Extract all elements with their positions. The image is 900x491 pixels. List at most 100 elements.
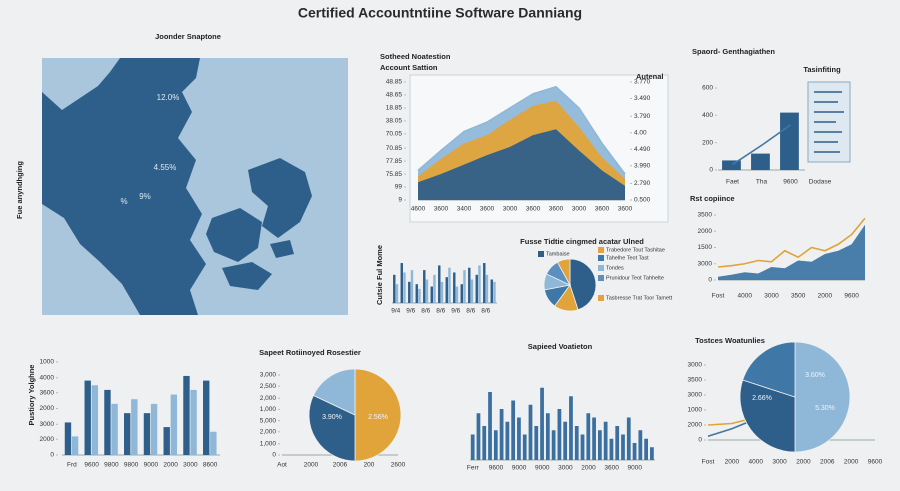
- legend-label: Tambaise: [546, 251, 570, 257]
- y-tick-label: 1000: [688, 407, 703, 414]
- bar: [569, 396, 573, 460]
- bar: [448, 267, 451, 303]
- x-tick-label: 3600: [549, 206, 564, 213]
- y2-tick-label: 3.770: [634, 79, 651, 86]
- bar: [64, 422, 72, 455]
- bar: [418, 288, 421, 303]
- y2-tick-label: 3.990: [634, 162, 651, 169]
- bar: [453, 272, 456, 303]
- x-tick-label: 2000: [725, 459, 740, 466]
- x-tick-label: 9600: [783, 179, 798, 186]
- x-tick-label: 2000: [818, 293, 833, 300]
- x-tick-label: 9000: [144, 462, 159, 469]
- x-tick-label: 2006: [820, 459, 835, 466]
- x-tick-label: 3600: [618, 206, 633, 213]
- chart-title: Sapeet Rotiinoyed Rosestier: [259, 348, 361, 357]
- legend-label: Tasbresse Trat Toor Tamett: [606, 295, 673, 301]
- y-tick-label: 3000: [688, 362, 703, 369]
- y-tick-label: 3500: [688, 377, 703, 384]
- bar: [438, 265, 441, 303]
- y-tick-label: 1500: [698, 244, 713, 251]
- x-tick-label: 3000: [558, 465, 573, 472]
- y-tick-label: 2,500: [260, 383, 277, 390]
- y-tick-label: 77.85: [386, 158, 403, 165]
- x-tick-label: 3000: [503, 206, 518, 213]
- x-tick-label: 3400: [457, 206, 472, 213]
- line: [417, 85, 626, 175]
- legend-label: Tahelhe Teot Tast: [606, 255, 649, 261]
- y-tick-label: 70.05: [386, 131, 403, 138]
- bar: [592, 417, 596, 460]
- bar: [433, 274, 436, 303]
- y-tick-label: 0: [708, 277, 712, 284]
- bar: [722, 160, 741, 170]
- x-tick-label: 200: [364, 462, 375, 469]
- x-tick-label: 9/6: [406, 308, 415, 315]
- bar: [470, 434, 475, 460]
- map-island: [206, 208, 262, 262]
- y-tick-label: 3000: [688, 392, 703, 399]
- bar: [91, 385, 99, 455]
- map-label: 12.0%: [157, 93, 180, 102]
- bar: [488, 392, 492, 460]
- bar: [403, 272, 406, 303]
- y-tick-label: 200: [702, 139, 713, 146]
- bar: [410, 270, 414, 303]
- y-tick-label: 0: [272, 452, 276, 459]
- chart-title: Spaord- Genthagiathen: [692, 47, 775, 56]
- x-tick-label: 9600: [868, 459, 883, 466]
- bar: [163, 427, 170, 455]
- bar: [580, 434, 585, 460]
- x-tick-label: 8600: [203, 462, 218, 469]
- pie-annotation: 3.60%: [805, 372, 825, 379]
- bar: [395, 284, 399, 303]
- bar: [483, 263, 486, 303]
- y2-tick-label: 4.00: [634, 129, 647, 136]
- bar: [131, 399, 138, 455]
- bar: [84, 380, 91, 455]
- bar: [210, 431, 217, 455]
- x-tick-label: Faet: [726, 179, 739, 186]
- x-tick-label: 3600: [526, 206, 541, 213]
- dashboard-title: Certified Accountntiine Software Dannian…: [298, 5, 582, 21]
- y2-axis-label: Autenal: [636, 72, 664, 81]
- bar: [425, 279, 429, 303]
- y-tick-label: 4000: [40, 375, 55, 382]
- bar: [493, 430, 498, 460]
- bar: [517, 417, 521, 460]
- bar: [203, 380, 210, 455]
- x-tick-label: 8/6: [466, 308, 475, 315]
- y-tick-label: 1000: [40, 359, 55, 366]
- y2-tick-label: 0.500: [634, 197, 651, 204]
- bar: [455, 286, 459, 303]
- bar: [408, 281, 411, 303]
- bar: [423, 270, 426, 303]
- bar: [143, 413, 151, 455]
- x-tick-label: Fost: [702, 459, 715, 466]
- chart-title: Rst copiince: [690, 194, 735, 203]
- y-tick-label: 2000: [40, 436, 55, 443]
- y2-tick-label: 3.790: [634, 113, 651, 120]
- chart-title: Fusse Tidtie cingmed acatar Ulned: [520, 237, 644, 246]
- bar: [170, 394, 178, 455]
- bar: [475, 274, 478, 303]
- bar: [534, 426, 539, 460]
- x-tick-label: 9600: [489, 465, 504, 472]
- bar: [440, 281, 444, 303]
- pie-slice: [742, 341, 796, 398]
- bar: [632, 443, 637, 460]
- legend-swatch: [538, 251, 544, 257]
- bar: [478, 265, 481, 303]
- pie-annotation: 2.56%: [368, 414, 388, 421]
- legend-label: Prunidour Teot Tahhelte: [606, 275, 664, 281]
- bar: [190, 389, 197, 455]
- x-tick-label: 3600: [595, 206, 610, 213]
- side-label: Cutsie Ful Mome: [375, 245, 384, 305]
- x-tick-label: 3500: [791, 293, 806, 300]
- area: [418, 129, 625, 200]
- x-tick-label: 4600: [411, 206, 426, 213]
- map-island: [222, 262, 272, 290]
- panel-note: Dodase: [809, 179, 832, 186]
- pie-slice: [739, 379, 796, 453]
